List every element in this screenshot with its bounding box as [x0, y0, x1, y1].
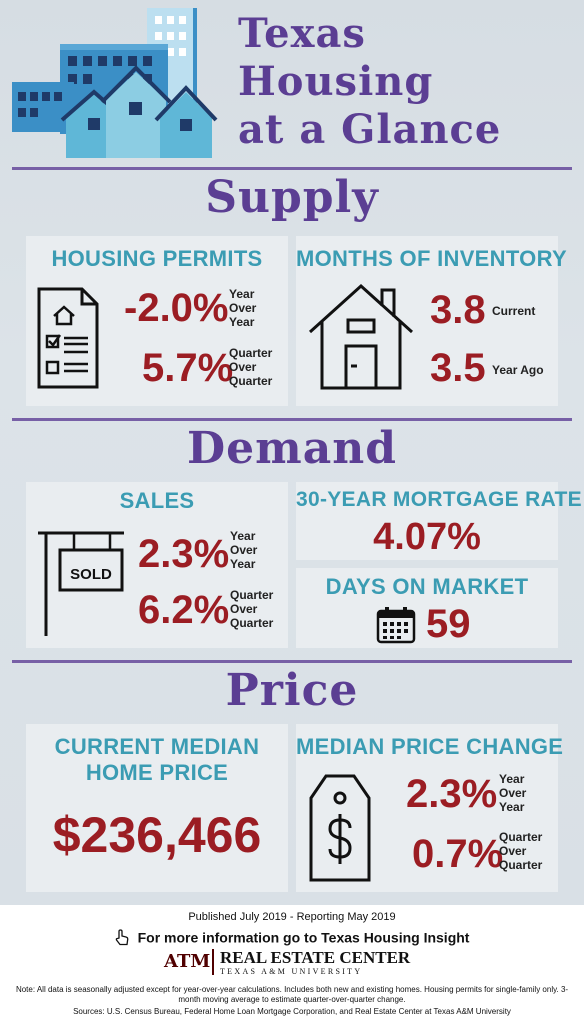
house-outline-icon	[308, 283, 414, 390]
title-line-2: Housing	[238, 58, 434, 105]
org-logo: ATM REAL ESTATE CENTER TEXAS A&M UNIVERS…	[164, 947, 420, 977]
sales-yoy-label: Year Over Year	[230, 529, 258, 571]
inventory-current-label: Current	[492, 304, 536, 318]
price-tag-icon	[309, 774, 371, 882]
price-change-qoq-value: 0.7%	[412, 832, 504, 876]
org-sub: TEXAS A&M UNIVERSITY	[220, 967, 363, 976]
logo-divider	[212, 949, 214, 975]
org-logo-mark: ATM	[164, 951, 211, 972]
price-change-yoy-value: 2.3%	[406, 772, 498, 816]
divider-price	[12, 660, 572, 663]
org-name: REAL ESTATE CENTER	[220, 948, 411, 967]
divider-demand	[12, 418, 572, 421]
calendar-icon	[376, 607, 416, 644]
published-text: Published July 2019 - Reporting May 2019	[188, 911, 396, 923]
permits-yoy-label: Year Over Year	[229, 287, 257, 329]
inventory-ago-label: Year Ago	[492, 363, 544, 377]
section-title-demand: Demand	[187, 423, 397, 474]
days-on-market-value: 59	[426, 602, 471, 646]
sales-title: SALES	[119, 488, 195, 513]
section-title-supply: Supply	[205, 172, 379, 223]
sales-card: SALES SOLD 2.3% Year Over Year 6.2% Quarte…	[26, 482, 288, 648]
section-title-price: Price	[225, 665, 359, 716]
permit-document-icon	[37, 287, 99, 389]
mortgage-card: 30-YEAR MORTGAGE RATE 4.07%	[296, 482, 582, 560]
title-line-1: Texas	[238, 10, 366, 57]
inventory-ago-value: 3.5	[430, 346, 486, 390]
sales-qoq-label: Quarter Over Quarter	[230, 588, 274, 630]
permits-qoq-value: 5.7%	[142, 346, 234, 390]
footnote: Note: All data is seasonally adjusted ex…	[15, 985, 569, 1004]
buildings-illustration	[12, 8, 218, 158]
divider-supply	[12, 167, 572, 170]
page-title: Texas Housing at a Glance	[238, 10, 568, 154]
sales-qoq-value: 6.2%	[138, 588, 230, 632]
sold-sign-text: SOLD	[70, 566, 112, 583]
sold-sign-icon	[38, 531, 124, 636]
footer: Published July 2019 - Reporting May 2019…	[0, 905, 584, 1024]
mortgage-title: 30-YEAR MORTGAGE RATE	[296, 488, 582, 511]
sources: Sources: U.S. Census Bureau, Federal Hom…	[73, 1007, 511, 1016]
median-price-card: CURRENT MEDIAN HOME PRICE $236,466	[26, 724, 288, 892]
permits-yoy-value: -2.0%	[124, 286, 229, 330]
permits-qoq-label: Quarter Over Quarter	[229, 346, 273, 388]
housing-permits-title: HOUSING PERMITS	[51, 246, 263, 271]
price-change-card: MEDIAN PRICE CHANGE 2.3% Year Over Year 0.…	[296, 724, 564, 892]
mortgage-value: 4.07%	[373, 516, 481, 558]
title-line-3: at a Glance	[238, 106, 502, 153]
inventory-current-value: 3.8	[430, 288, 486, 332]
price-change-yoy-label: Year Over Year	[499, 772, 527, 814]
more-info-link[interactable]: For more information go to Texas Housing…	[137, 929, 470, 946]
more-info-row: For more information go to Texas Housing…	[0, 927, 584, 946]
days-on-market-title: DAYS ON MARKET	[325, 574, 529, 599]
price-change-qoq-label: Quarter Over Quarter	[499, 830, 543, 872]
days-on-market-card: DAYS ON MARKET 59	[296, 568, 558, 648]
median-price-value: $236,466	[52, 807, 262, 863]
months-inventory-title: MONTHS OF INVENTORY	[296, 246, 567, 271]
months-inventory-card: MONTHS OF INVENTORY 3.8 Current 3.5 Year…	[296, 236, 567, 406]
price-change-title: MEDIAN PRICE CHANGE	[296, 734, 564, 759]
median-price-title: CURRENT MEDIAN HOME PRICE	[54, 734, 260, 785]
housing-permits-card: HOUSING PERMITS -2.0% Year Over Year 5.7% …	[26, 236, 288, 406]
pointer-hand-icon	[115, 929, 128, 946]
sales-yoy-value: 2.3%	[138, 532, 230, 576]
